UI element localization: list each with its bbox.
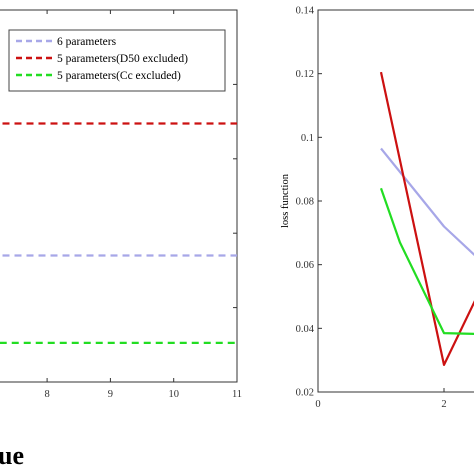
left-x-tick-label: 8 <box>44 389 49 400</box>
right-series-line-2 <box>379 71 474 366</box>
left-chart-panel: 8 9 10 11 6 parameters 5 parameters(D50 excl… <box>0 9 242 400</box>
left-x-tick-label: 9 <box>108 389 113 400</box>
right-x-tick-label: 0 <box>315 399 320 410</box>
right-y-tick-label: 0.1 <box>301 133 314 144</box>
legend-label-3: 5 parameters(Cc excluded) <box>57 70 181 82</box>
footer-text: ue <box>0 441 24 470</box>
left-x-ticks: 8 9 10 11 <box>44 389 242 400</box>
right-y-tick-label: 0.14 <box>296 6 315 17</box>
right-y-tick-label: 0.04 <box>296 324 315 335</box>
right-series-lines <box>379 71 474 366</box>
left-series-lines <box>0 122 237 344</box>
legend: 6 parameters 5 parameters(D50 excluded) 5 … <box>8 29 226 92</box>
right-y-tick-label: 0.08 <box>296 197 314 208</box>
right-x-ticks: 024 <box>315 388 447 410</box>
right-chart-panel: 0.020.040.060.080.10.120.14 024 loss fun… <box>280 6 474 410</box>
left-grid <box>46 10 238 382</box>
right-y-tick-label: 0.06 <box>296 260 314 271</box>
left-x-tick-label: 10 <box>168 389 179 400</box>
legend-box <box>8 29 226 92</box>
right-series-line-3 <box>379 187 474 335</box>
right-y-tick-label: 0.12 <box>296 69 314 80</box>
right-y-ticks: 0.02 0.04 0.06 0.08 0.1 0.12 0.14 <box>296 6 322 399</box>
left-x-tick-label: 11 <box>232 389 242 400</box>
legend-label-2: 5 parameters(D50 excluded) <box>57 53 188 65</box>
right-y-tick-label: 0.02 <box>296 388 314 399</box>
right-x-tick-label: 2 <box>441 399 446 410</box>
left-series-line-3 <box>0 341 237 344</box>
legend-label-1: 6 parameters <box>57 36 117 48</box>
right-series-line-1 <box>380 147 474 257</box>
right-plot-frame <box>317 9 474 393</box>
y-axis-label: loss function <box>280 173 291 228</box>
